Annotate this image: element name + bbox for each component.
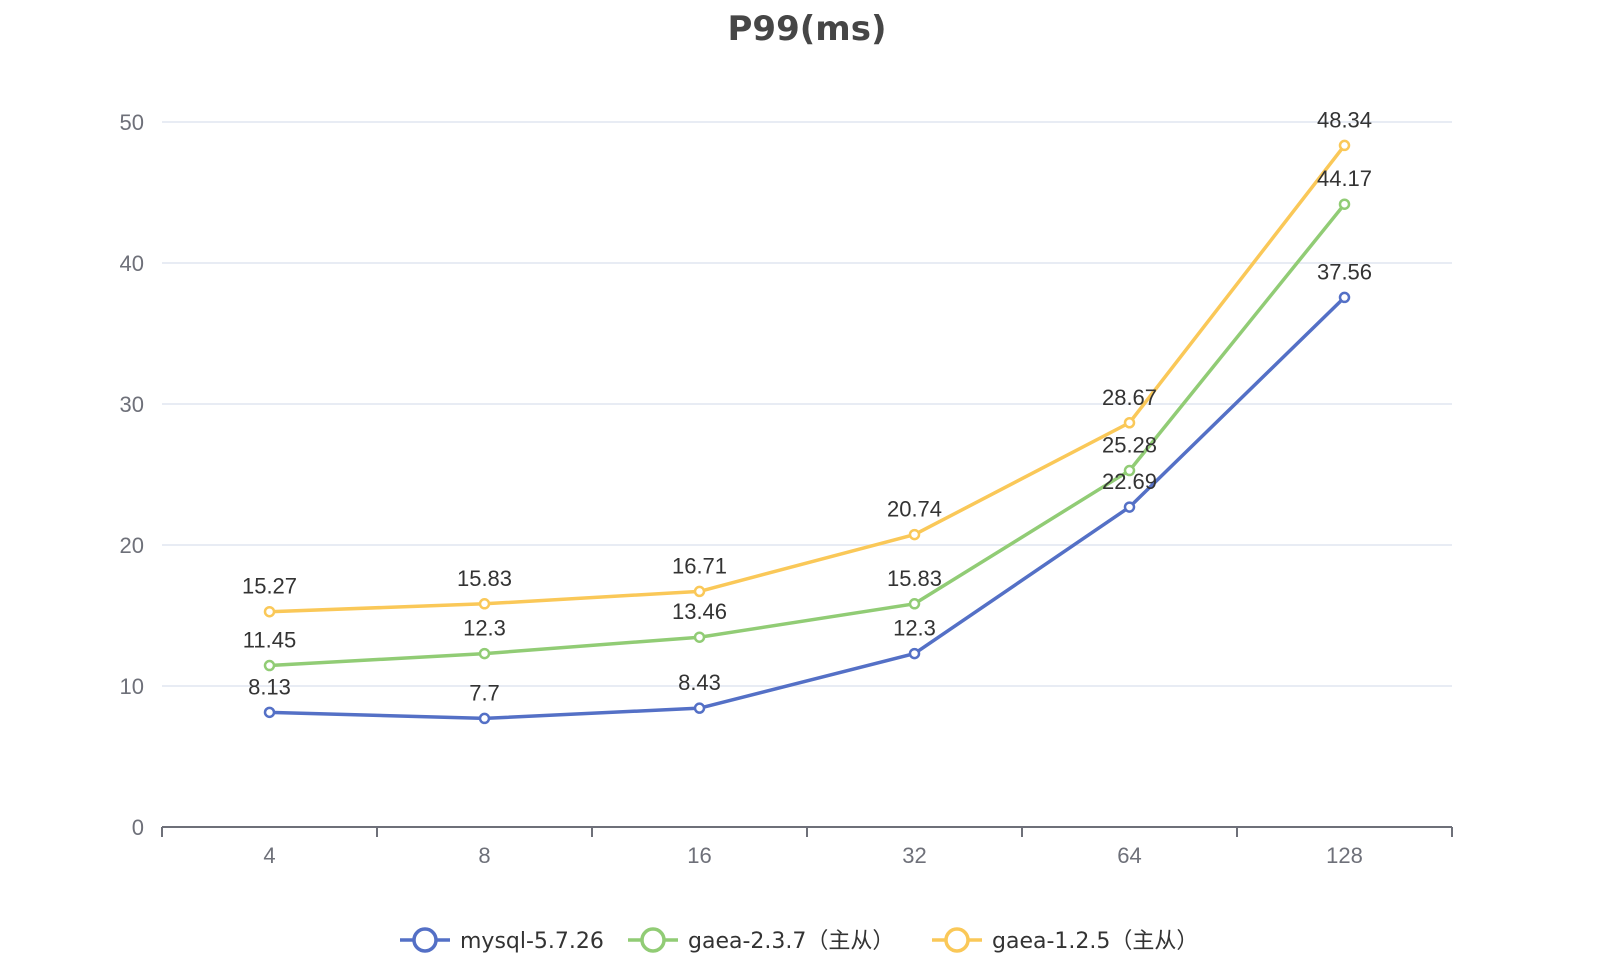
y-tick-label: 30	[120, 392, 144, 417]
series-lines	[263, 139, 1351, 725]
data-point	[693, 631, 706, 643]
data-label: 22.69	[1102, 469, 1157, 494]
legend-label-2: gaea-1.2.5（主从）	[992, 929, 1198, 954]
x-tick-label: 128	[1326, 843, 1363, 868]
data-point	[1123, 464, 1136, 477]
data-label: 15.27	[242, 574, 297, 599]
data-point	[263, 659, 276, 672]
chart-title: P99(ms)	[728, 9, 887, 49]
series-line-0	[267, 295, 1347, 721]
x-tick-label: 32	[902, 843, 926, 868]
data-label: 13.46	[672, 599, 727, 624]
legend-marker-1	[640, 927, 666, 953]
axes: 0 10 20 30 40 50 4 8 16 32 64 128	[120, 110, 1453, 868]
y-tick-label: 0	[132, 815, 144, 840]
data-labels: 8.13 7.7 8.43 12.3 22.69 37.56 11.45 12.3 13.46 1…	[242, 107, 1372, 705]
data-point	[263, 605, 276, 618]
data-label: 25.28	[1102, 433, 1157, 458]
data-point	[1338, 139, 1351, 152]
data-point	[693, 585, 706, 598]
data-point	[1338, 291, 1351, 304]
data-label: 16.71	[672, 553, 727, 578]
data-point	[908, 598, 921, 610]
data-point	[1123, 417, 1136, 429]
data-label: 44.17	[1317, 166, 1372, 191]
data-point	[908, 528, 921, 541]
legend: mysql-5.7.26 gaea-2.3.7（主从） gaea-1.2.5（主从）	[400, 927, 1198, 954]
data-point	[478, 712, 491, 725]
x-tick-label: 16	[687, 843, 711, 868]
legend-label-0: mysql-5.7.26	[460, 929, 604, 954]
data-point	[908, 647, 921, 660]
legend-label-1: gaea-2.3.7（主从）	[688, 929, 894, 954]
y-tick-label: 10	[120, 674, 144, 699]
y-tick-label: 50	[120, 110, 144, 135]
data-label: 37.56	[1317, 259, 1372, 284]
data-label: 12.3	[463, 616, 506, 641]
y-tick-label: 40	[120, 251, 144, 276]
data-point	[263, 706, 276, 719]
grid-lines	[162, 121, 1452, 687]
series-line-1	[267, 202, 1347, 668]
data-label: 20.74	[887, 497, 942, 522]
data-label: 12.3	[893, 616, 936, 641]
legend-marker-0	[412, 927, 438, 953]
data-label: 48.34	[1317, 107, 1372, 132]
data-point	[1123, 501, 1136, 513]
data-point	[693, 702, 706, 714]
data-label: 7.7	[469, 680, 500, 705]
data-label: 8.13	[248, 674, 291, 699]
data-point	[478, 598, 491, 610]
x-tick-label: 8	[478, 843, 490, 868]
y-tick-label: 20	[120, 533, 144, 558]
data-label: 15.83	[887, 566, 942, 591]
data-label: 28.67	[1102, 385, 1157, 410]
data-label: 8.43	[678, 670, 721, 695]
x-tick-label: 64	[1117, 843, 1141, 868]
data-label: 15.83	[457, 566, 512, 591]
series-line-2	[267, 143, 1347, 614]
data-point	[1338, 198, 1351, 210]
legend-marker-2	[944, 927, 970, 953]
data-label: 11.45	[243, 628, 296, 653]
x-tick-label: 4	[263, 843, 275, 868]
data-point	[478, 647, 491, 660]
